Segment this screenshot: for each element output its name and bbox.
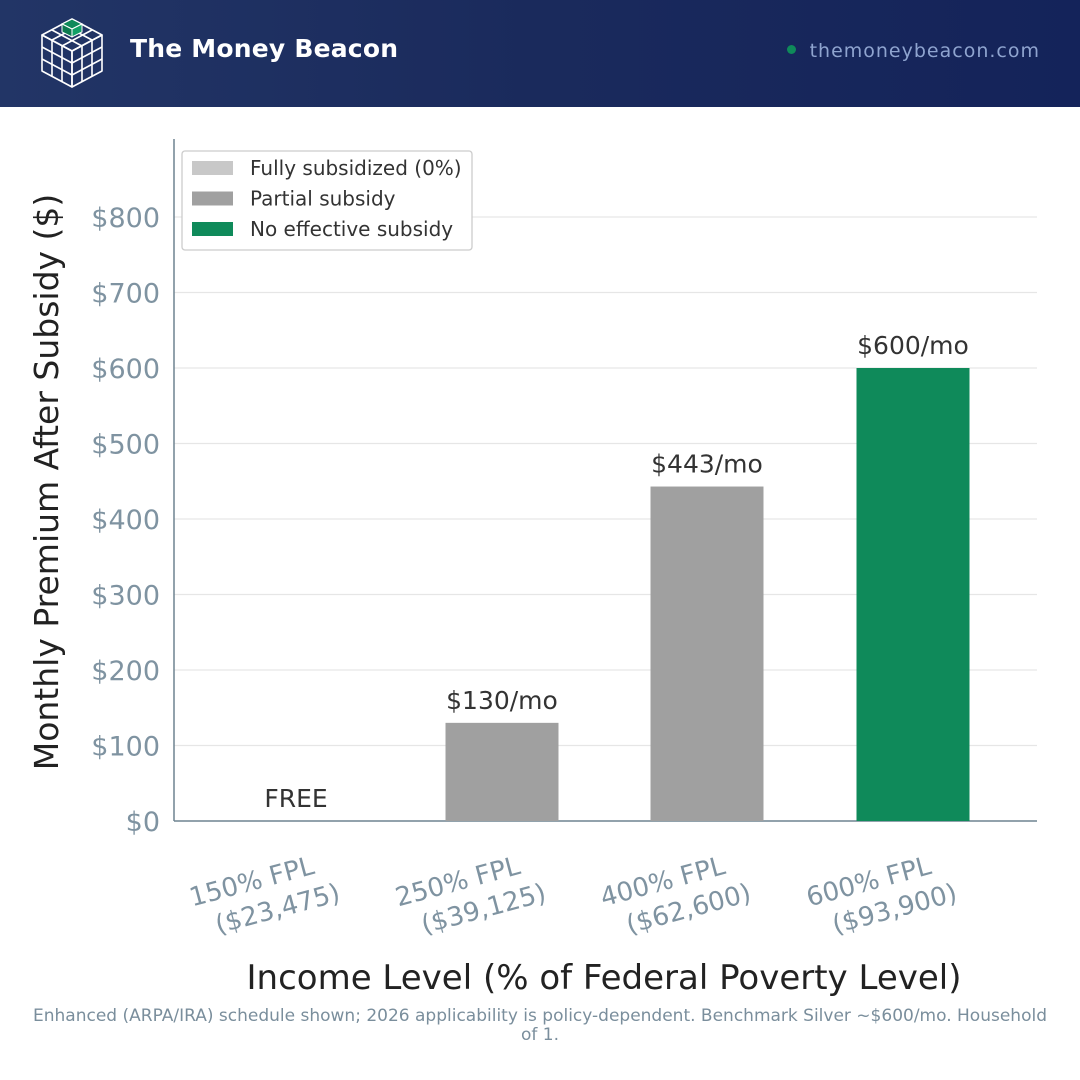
legend-label: Fully subsidized (0%): [250, 156, 462, 180]
brand-name: The Money Beacon: [130, 34, 399, 63]
status-dot-icon: [786, 45, 796, 54]
x-tick-label: 400% FPL($62,600): [597, 851, 754, 940]
bar: [856, 368, 970, 821]
x-tick-label: 600% FPL($93,900): [803, 851, 960, 940]
footnote-line-2: of 1.: [520, 1025, 559, 1045]
bar-value-label: FREE: [264, 784, 327, 813]
cube-grid-icon: [41, 18, 103, 88]
legend-swatch: [192, 161, 233, 175]
y-tick-label: $400: [91, 505, 160, 536]
y-tick-label: $0: [126, 807, 160, 838]
y-tick-label: $300: [91, 581, 160, 612]
bar: [650, 486, 764, 821]
legend-swatch: [192, 191, 233, 206]
bar-value-label: $600/mo: [857, 331, 969, 360]
bar-value-label: $443/mo: [651, 450, 763, 479]
footnote: Enhanced (ARPA/IRA) schedule shown; 2026…: [0, 1007, 1080, 1045]
footnote-line-1: Enhanced (ARPA/IRA) schedule shown; 2026…: [33, 1006, 1047, 1026]
bar: [445, 722, 559, 821]
x-tick-label: 150% FPL($23,475): [186, 851, 343, 940]
y-tick-label: $500: [91, 430, 160, 461]
legend-box: [181, 150, 473, 251]
y-tick-label: $700: [91, 279, 160, 310]
site-url-text: themoneybeacon.com: [809, 40, 1040, 62]
y-tick-label: $600: [91, 354, 160, 385]
y-axis-title: Monthly Premium After Subsidy ($): [27, 194, 66, 771]
bar-value-label: $130/mo: [446, 686, 558, 715]
x-axis-title: Income Level (% of Federal Poverty Level…: [247, 958, 962, 998]
y-tick-label: $800: [91, 203, 160, 234]
y-tick-label: $100: [91, 732, 160, 763]
y-tick-label: $200: [91, 656, 160, 687]
header-banner: The Money Beacon themoneybeacon.com: [0, 0, 1080, 107]
x-tick-label: 250% FPL($39,125): [392, 851, 549, 940]
bar-chart: $0 $100 $200 $300 $400 $500 $600 $700 $800 FREE 15…: [27, 139, 1037, 998]
legend-label: Partial subsidy: [250, 187, 396, 211]
legend-swatch: [192, 222, 233, 236]
site-url[interactable]: themoneybeacon.com: [786, 40, 1040, 62]
legend-label: No effective subsidy: [250, 217, 453, 241]
